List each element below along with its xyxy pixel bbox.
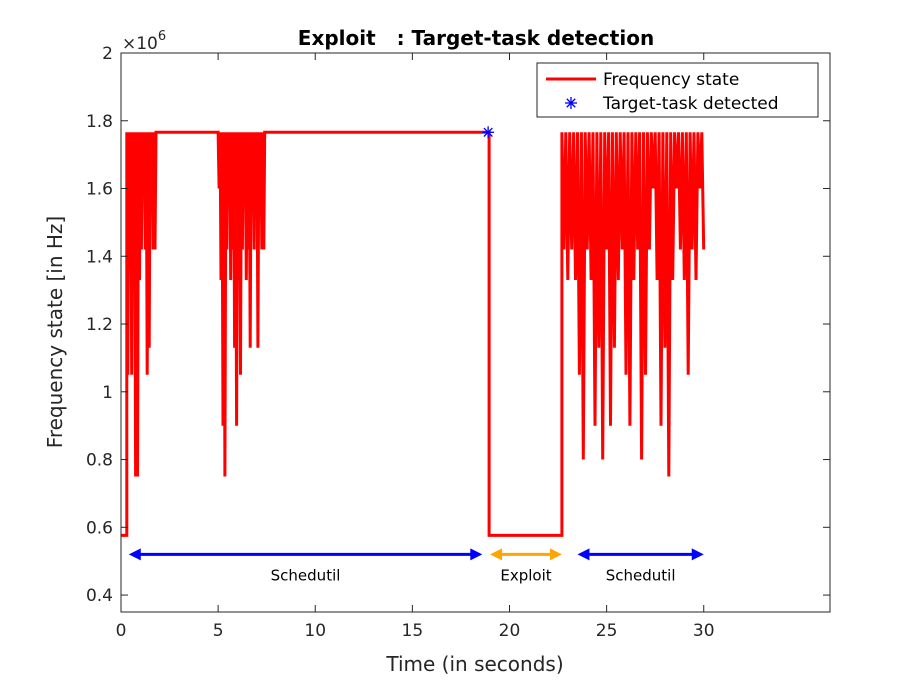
x-tick-label: 25: [596, 621, 618, 641]
x-tick-label: 10: [304, 621, 326, 641]
svg-text:×106: ×106: [122, 29, 166, 54]
x-tick-label: 5: [213, 621, 224, 641]
annotation-label: Schedutil: [271, 566, 341, 584]
y-tick-label: 1: [102, 383, 113, 403]
plot-area: [121, 126, 706, 537]
y-tick-label: 2: [102, 44, 113, 64]
y-tick-label: 1.4: [86, 247, 113, 267]
target-task-detected-marker: [482, 126, 495, 139]
legend-label-target: Target-task detected: [602, 94, 779, 114]
y-axis-exponent: ×106: [122, 29, 166, 54]
y-tick-label: 1.8: [86, 112, 113, 132]
annotation-label: Schedutil: [606, 566, 676, 584]
annotation-label: Exploit: [500, 566, 551, 584]
annotation-arrow-schedutil: Schedutil: [128, 548, 483, 584]
y-axis-multiplier: ×10: [122, 34, 158, 54]
legend-marker-target: [565, 97, 577, 109]
axes-box: [120, 52, 831, 613]
y-tick-label: 0.4: [86, 586, 113, 606]
y-axis-exponent-value: 6: [158, 29, 166, 44]
annotation-arrow-exploit: Exploit: [490, 548, 562, 584]
y-tick-label: 0.6: [86, 518, 113, 538]
annotation-arrow-schedutil: Schedutil: [577, 548, 704, 584]
legend-asterisk-icon: [565, 97, 577, 109]
annotations: Schedutil Exploit Schedutil: [128, 548, 704, 584]
chart-title: Exploit : Target-task detection: [298, 26, 654, 50]
x-tick-label: 30: [693, 621, 715, 641]
series-frequency-state-line: [121, 130, 706, 537]
legend: Frequency state Target-task detected: [536, 62, 819, 118]
x-tick-label: 0: [116, 621, 127, 641]
y-tick-label: 0.8: [86, 451, 113, 471]
y-tick-label: 1.2: [86, 315, 113, 335]
axes: 0 5 10 15 20 25 30 0.4 0.6 0.8 1 1.2 1.4 1.6 1.8 2: [86, 44, 831, 641]
y-axis-label: Frequency state [in Hz]: [43, 216, 67, 448]
x-tick-label: 15: [402, 621, 424, 641]
legend-label-frequency: Frequency state: [603, 70, 739, 90]
x-axis-label: Time (in seconds): [385, 652, 563, 676]
x-tick-label: 20: [499, 621, 521, 641]
legend-box: [536, 62, 819, 118]
y-tick-label: 1.6: [86, 180, 113, 200]
